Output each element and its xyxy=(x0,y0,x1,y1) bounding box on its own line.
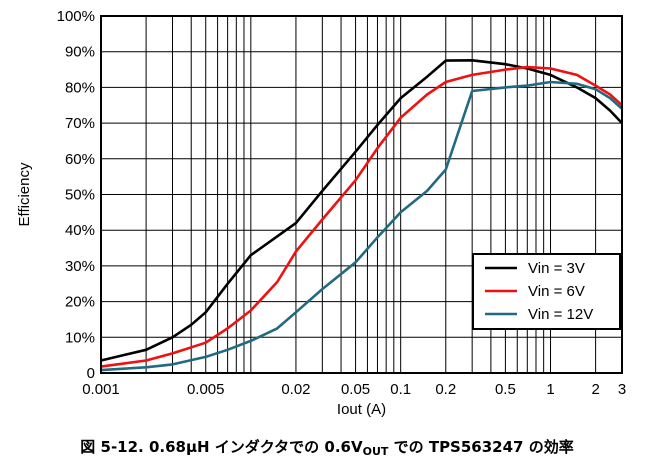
y-tick-label: 60% xyxy=(65,151,95,168)
x-tick-label: 0.001 xyxy=(82,381,120,398)
efficiency-chart: 0 10% 20% 30% 40% 50% 60% 70% 80% 90% 100% 0.001 0.0… xyxy=(0,0,654,430)
x-tick-label: 0.02 xyxy=(281,381,310,398)
x-tick-label: 0.1 xyxy=(390,381,411,398)
y-tick-label: 70% xyxy=(65,115,95,132)
y-tick-label: 40% xyxy=(65,222,95,239)
x-tick-label: 2 xyxy=(591,381,599,398)
x-tick-label: 0.2 xyxy=(435,381,456,398)
x-tick-label: 0.005 xyxy=(187,381,225,398)
x-tick-label: 3 xyxy=(618,381,626,398)
y-tick-label: 90% xyxy=(65,44,95,61)
caption-suffix: での TPS563247 の効率 xyxy=(388,438,573,456)
chart-legend: Vin = 3V Vin = 6V Vin = 12V xyxy=(473,254,620,329)
y-tick-label: 20% xyxy=(65,294,95,311)
caption-prefix: 図 5-12. 0.68µH インダクタでの 0.6V xyxy=(80,438,362,456)
legend-label: Vin = 12V xyxy=(528,306,593,323)
y-tick-label: 50% xyxy=(65,187,95,204)
x-tick-label: 1 xyxy=(546,381,554,398)
y-axis-label: Efficiency xyxy=(16,162,33,226)
y-tick-label: 80% xyxy=(65,79,95,96)
caption-subscript: OUT xyxy=(363,445,389,458)
legend-label: Vin = 3V xyxy=(528,260,585,277)
x-axis-label: Iout (A) xyxy=(337,401,386,418)
x-tick-label: 0.5 xyxy=(495,381,516,398)
y-tick-label: 30% xyxy=(65,258,95,275)
x-tick-label: 0.05 xyxy=(341,381,370,398)
y-tick-label: 10% xyxy=(65,329,95,346)
figure-caption: 図 5-12. 0.68µH インダクタでの 0.6VOUT での TPS563… xyxy=(0,436,654,458)
legend-label: Vin = 6V xyxy=(528,283,585,300)
y-tick-label: 0 xyxy=(87,365,95,382)
y-tick-label: 100% xyxy=(57,8,95,25)
